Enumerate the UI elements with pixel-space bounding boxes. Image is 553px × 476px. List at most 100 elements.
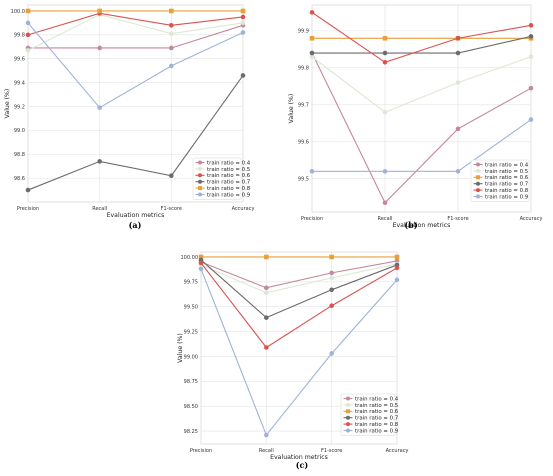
y-axis-label: Value (%)	[288, 94, 295, 124]
data-point	[264, 285, 269, 291]
data-point	[169, 8, 174, 14]
x-tick-label: Recall	[92, 206, 107, 212]
legend-marker	[346, 428, 350, 433]
data-point	[455, 35, 461, 41]
series-0-9	[198, 266, 400, 438]
data-point	[382, 59, 388, 65]
legend-label: train ratio = 0.7	[207, 180, 250, 186]
y-tick-label: 99.6	[298, 140, 309, 146]
legend-marker	[476, 162, 480, 167]
x-tick-label: Precision	[17, 206, 39, 212]
data-point	[169, 173, 174, 179]
y-tick-label: 98.50	[184, 404, 198, 410]
data-point	[240, 20, 246, 26]
series-line	[200, 262, 398, 349]
legend-label: train ratio = 0.9	[207, 192, 251, 198]
chart-panel-c: 98.25 98.50 98.75 99.00 99.25 99.50 99.75 100.0…	[177, 251, 409, 470]
y-tick-label: 98.75	[184, 379, 198, 385]
data-point	[455, 126, 461, 132]
legend-marker	[346, 415, 350, 420]
y-tick-label: 98.25	[184, 429, 198, 435]
data-point	[97, 8, 102, 14]
legend-label: train ratio = 0.7	[355, 416, 398, 422]
data-point	[264, 432, 269, 438]
series-0-8	[309, 10, 534, 65]
data-point	[394, 277, 400, 283]
legend-item: train ratio = 0.9	[473, 194, 529, 200]
series-0-7	[309, 34, 534, 56]
legend-label: train ratio = 0.8	[207, 186, 251, 192]
data-point	[198, 266, 204, 272]
y-tick-label: 99.4	[14, 80, 25, 86]
data-point	[329, 351, 334, 356]
x-tick-label: F1-score	[161, 206, 182, 212]
legend-label: train ratio = 0.5	[485, 169, 528, 175]
series-0-8	[25, 8, 246, 14]
legend-item: train ratio = 0.5	[195, 166, 250, 173]
legend-marker	[198, 179, 202, 184]
y-tick-label: 99.25	[184, 329, 198, 335]
data-point	[528, 117, 534, 122]
legend-marker	[476, 188, 480, 193]
legend-item: train ratio = 0.4	[195, 160, 251, 166]
y-tick-label: 99.8	[14, 33, 25, 39]
series-line	[311, 56, 532, 113]
data-point	[169, 63, 174, 69]
data-point	[25, 48, 31, 53]
series-line	[200, 259, 398, 319]
y-tick-label: 100.00	[181, 255, 199, 261]
data-point	[382, 50, 388, 56]
data-point	[264, 254, 269, 260]
legend-box	[470, 159, 530, 202]
data-point	[240, 30, 246, 35]
legend-label: train ratio = 0.5	[355, 403, 398, 409]
data-point	[455, 80, 461, 85]
chart-panel-a: 98.6 98.8 99.0 99.2 99.4 99.6 99.8 100.0 Precisi…	[4, 4, 255, 230]
series-line	[27, 75, 244, 191]
legend-item: train ratio = 0.5	[343, 402, 398, 409]
series-line	[312, 119, 532, 172]
y-tick-label: 99.00	[184, 354, 198, 360]
y-tick-label: 98.6	[14, 176, 25, 182]
legend-marker	[346, 396, 350, 401]
series-0-7	[25, 73, 246, 193]
x-tick-label: Accuracy	[386, 448, 409, 454]
legend-item: train ratio = 0.7	[343, 415, 398, 422]
legend-marker	[476, 175, 480, 180]
data-point	[382, 200, 388, 206]
legend-label: train ratio = 0.4	[355, 396, 399, 402]
data-point	[528, 85, 534, 91]
x-tick-label: F1-score	[321, 448, 342, 454]
series-0-6	[198, 254, 400, 260]
data-point	[25, 8, 31, 14]
legend-label: train ratio = 0.9	[485, 194, 529, 200]
legend-item: train ratio = 0.7	[473, 182, 528, 188]
data-point	[25, 32, 31, 38]
legend-item: train ratio = 0.9	[195, 192, 251, 198]
data-point	[169, 45, 174, 51]
x-axis-label: Evaluation metrics	[107, 212, 165, 219]
legend-marker	[198, 160, 202, 165]
series-line	[27, 12, 244, 36]
data-point	[329, 287, 334, 293]
legend-label: train ratio = 0.7	[485, 182, 528, 188]
x-tick-label: Precision	[190, 448, 212, 454]
x-tick-label: Accuracy	[232, 206, 255, 212]
legend-marker	[198, 192, 202, 197]
data-point	[198, 260, 204, 266]
legend-label: train ratio = 0.4	[207, 160, 251, 166]
legend-item: train ratio = 0.6	[343, 409, 399, 415]
legend-marker	[198, 166, 202, 171]
legend-marker	[476, 168, 480, 173]
data-point	[264, 290, 269, 296]
legend-box	[192, 157, 242, 200]
legend-marker	[346, 402, 350, 407]
y-tick-label: 99.6	[14, 57, 25, 63]
data-point	[329, 270, 334, 276]
series-line	[28, 24, 244, 49]
data-point	[97, 159, 102, 164]
data-point	[97, 45, 102, 51]
legend-item: train ratio = 0.6	[473, 175, 529, 181]
y-tick-label: 98.8	[14, 152, 25, 158]
series-line	[200, 268, 398, 437]
